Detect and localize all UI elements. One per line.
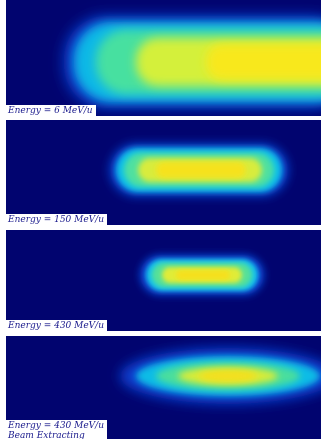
- beam-image: [6, 230, 321, 331]
- beam-image: [6, 0, 321, 116]
- caption-line: Energy = 430 MeV/u: [8, 421, 105, 431]
- beam-panel-430-mev-extracting: Energy = 430 MeV/u Beam Extracting: [6, 336, 321, 439]
- beam-panel-430-mev: Energy = 430 MeV/u: [6, 230, 321, 331]
- caption-line: Energy = 6 MeV/u: [8, 106, 93, 116]
- energy-caption: Energy = 150 MeV/u: [6, 214, 108, 225]
- beam-panel-150-mev: Energy = 150 MeV/u: [6, 120, 321, 225]
- energy-caption: Energy = 430 MeV/u Beam Extracting: [6, 420, 108, 439]
- energy-caption: Energy = 6 MeV/u: [6, 105, 96, 116]
- energy-caption: Energy = 430 MeV/u: [6, 320, 108, 331]
- beam-image: [6, 120, 321, 225]
- caption-line: Energy = 430 MeV/u: [8, 321, 105, 331]
- caption-line: Energy = 150 MeV/u: [8, 215, 105, 225]
- beam-panel-6-mev: Energy = 6 MeV/u: [6, 0, 321, 116]
- beam-image: [6, 336, 321, 439]
- caption-line: Beam Extracting: [8, 431, 85, 439]
